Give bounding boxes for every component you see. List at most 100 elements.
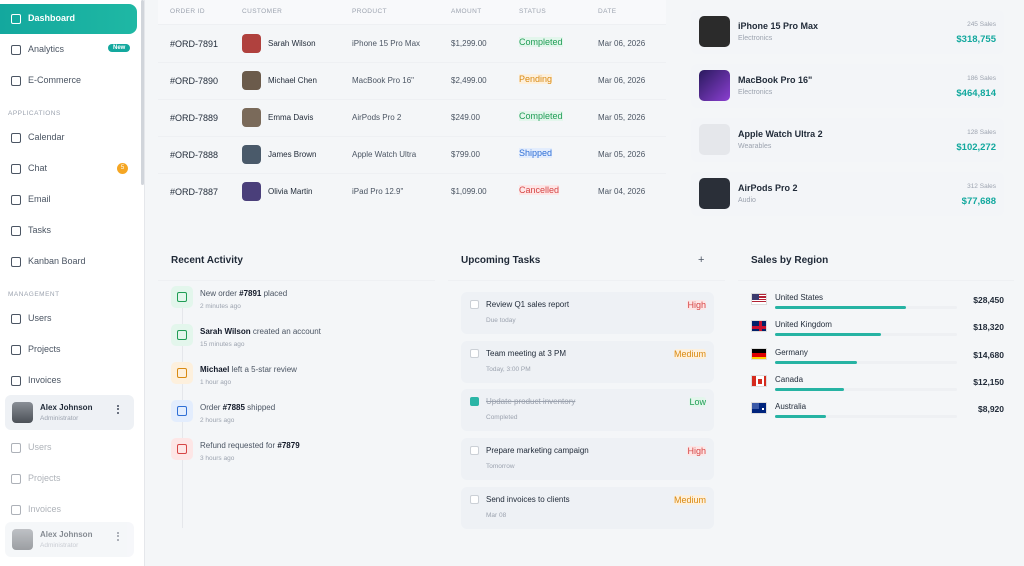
nav-label: Calendar bbox=[28, 132, 65, 142]
card-divider bbox=[738, 280, 1014, 281]
nav-label: Email bbox=[28, 194, 51, 204]
activity-text: Refund requested for #7879 bbox=[200, 441, 300, 450]
activity-icon bbox=[171, 438, 193, 460]
icon bbox=[11, 505, 21, 515]
product-name: MacBook Pro 16" bbox=[738, 75, 813, 85]
nav-item[interactable]: Calendar bbox=[0, 123, 137, 153]
product-revenue: $102,272 bbox=[956, 142, 996, 153]
country: Australia bbox=[775, 402, 807, 412]
task[interactable]: Team meeting at 3 PM Today, 3:00 PM Medium bbox=[461, 340, 714, 383]
task[interactable]: Prepare marketing campaign Tomorrow High bbox=[461, 438, 714, 481]
column-header: DATE bbox=[598, 8, 617, 15]
card-title: Upcoming Tasks bbox=[461, 255, 541, 266]
priority-badge pill: High bbox=[687, 300, 706, 310]
activity-strong: Michael bbox=[200, 365, 230, 374]
order-id mono: #ORD-7888 bbox=[170, 150, 219, 160]
progress-bar bbox=[775, 387, 845, 391]
amount: $1,299.00 bbox=[451, 39, 487, 48]
activity-card card: Recent Activity New order #7891 placed 2 m… bbox=[158, 242, 437, 540]
activity-icon bbox=[171, 324, 193, 346]
nav-item[interactable]: Dashboard bbox=[0, 4, 137, 34]
progress-track bbox=[775, 415, 957, 419]
activity-icon bbox=[171, 286, 193, 308]
nav-item[interactable]: Invoices bbox=[0, 495, 137, 525]
amount: $799.00 bbox=[451, 150, 480, 159]
nav-item[interactable]: Email bbox=[0, 185, 137, 215]
product-item[interactable]: iPhone 15 Pro Max Electronics 245 Sales $31… bbox=[691, 10, 1004, 54]
nav-item[interactable]: Users bbox=[0, 433, 137, 463]
date: Mar 05, 2026 bbox=[598, 113, 646, 122]
nav-item[interactable]: Kanban Board bbox=[0, 247, 137, 277]
order-id mono: #ORD-7887 bbox=[170, 187, 219, 197]
activity-plain: New order bbox=[200, 289, 240, 298]
product-item[interactable]: Apple Watch Ultra 2 Wearables 128 Sales $10… bbox=[691, 118, 1004, 162]
amount: $2,499.00 bbox=[451, 76, 487, 85]
activity-time: 2 hours ago bbox=[200, 417, 235, 424]
region-sales: $8,920 bbox=[978, 404, 1004, 415]
scrollbar bbox=[141, 0, 144, 185]
nav-item[interactable]: Invoices bbox=[0, 366, 137, 396]
task[interactable]: Send invoices to clients Mar 08 Medium bbox=[461, 486, 714, 529]
user-card[interactable]: Alex Johnson Administrator bbox=[5, 395, 134, 430]
column-header: CUSTOMER bbox=[242, 8, 283, 15]
product-name: Apple Watch Ultra 2 bbox=[738, 129, 823, 139]
icon bbox=[11, 14, 21, 24]
icon bbox=[177, 330, 187, 340]
region-sales: $14,680 bbox=[973, 349, 1004, 360]
product-category: Audio bbox=[738, 197, 756, 204]
icon bbox=[11, 133, 21, 143]
progress-bar bbox=[775, 360, 857, 364]
column-header: STATUS bbox=[519, 8, 547, 15]
date: Mar 06, 2026 bbox=[598, 39, 646, 48]
flag-stripe bbox=[752, 356, 766, 359]
flag-band bbox=[764, 375, 766, 386]
nav-item[interactable]: Projects bbox=[0, 335, 137, 365]
product-item[interactable]: MacBook Pro 16" Electronics 186 Sales $464,… bbox=[691, 64, 1004, 108]
product-revenue: $464,814 bbox=[956, 88, 996, 99]
activity-strong: #7885 bbox=[222, 403, 245, 412]
progress-track bbox=[775, 387, 957, 391]
nav-item[interactable]: Users bbox=[0, 304, 137, 334]
task-title: Team meeting at 3 PM bbox=[486, 348, 567, 358]
user-card[interactable]: Alex Johnson Administrator bbox=[5, 522, 134, 557]
task-checkbox[interactable] bbox=[470, 494, 479, 504]
status-badge pill: Pending bbox=[519, 74, 553, 84]
country: United States bbox=[775, 293, 824, 302]
product-sales: 245 Sales bbox=[967, 21, 996, 28]
icon bbox=[11, 226, 21, 236]
flag-canton bbox=[752, 294, 759, 300]
task-checkbox[interactable] bbox=[470, 446, 479, 456]
nav-item[interactable]: Chat 5 bbox=[0, 154, 137, 184]
task-checkbox[interactable] bbox=[470, 397, 479, 407]
priority-badge pill: Medium bbox=[673, 494, 706, 505]
region-sales: $18,320 bbox=[973, 322, 1004, 333]
task[interactable]: Review Q1 sales report Due today High bbox=[461, 292, 714, 334]
icon bbox=[11, 76, 21, 86]
task-checkbox[interactable] bbox=[470, 348, 479, 358]
task-checkbox[interactable] bbox=[470, 300, 479, 309]
priority-badge pill: Low bbox=[689, 397, 706, 408]
task-sub: Today, 3:00 PM bbox=[486, 365, 531, 373]
avatar bbox=[12, 402, 33, 423]
task[interactable]: Update product inventory Completed Low bbox=[461, 389, 714, 432]
add-task[interactable]: + bbox=[698, 254, 705, 266]
flag bbox=[751, 293, 767, 305]
activity-text: Sarah Wilson created an account bbox=[200, 327, 321, 336]
nav-item[interactable]: E-Commerce bbox=[0, 66, 137, 96]
nav-item[interactable]: Analytics New bbox=[0, 35, 137, 65]
flag bbox=[751, 320, 767, 333]
customer: Olivia Martin bbox=[268, 187, 313, 196]
activity-plain: left a 5-star review bbox=[229, 365, 297, 374]
product-item[interactable]: AirPods Pro 2 Audio 312 Sales $77,688 bbox=[691, 172, 1004, 216]
nav-item[interactable]: Tasks bbox=[0, 216, 137, 246]
icon bbox=[11, 45, 21, 55]
user-role: Administrator bbox=[40, 542, 79, 549]
order-id mono: #ORD-7891 bbox=[170, 39, 219, 49]
nav-label: Users bbox=[28, 313, 52, 323]
progress-track bbox=[775, 360, 957, 364]
order-id mono: #ORD-7890 bbox=[170, 76, 219, 86]
nav-item[interactable]: Projects bbox=[0, 464, 137, 494]
nav-label: Dashboard bbox=[28, 13, 76, 23]
icon bbox=[177, 444, 187, 454]
flag bbox=[751, 402, 767, 415]
